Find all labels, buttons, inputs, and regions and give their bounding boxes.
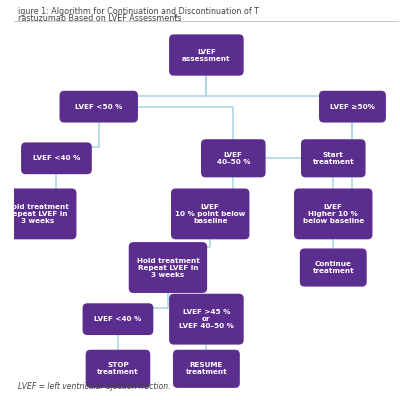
FancyBboxPatch shape: [294, 188, 372, 239]
FancyBboxPatch shape: [169, 34, 244, 76]
FancyBboxPatch shape: [201, 139, 266, 177]
Text: Start
treatment: Start treatment: [312, 152, 354, 165]
FancyBboxPatch shape: [82, 303, 153, 335]
Text: LVEF
10 % point below
baseline: LVEF 10 % point below baseline: [175, 204, 246, 224]
FancyBboxPatch shape: [173, 350, 240, 388]
Text: Hold treatment
Repeat LVEF in
3 weeks: Hold treatment Repeat LVEF in 3 weeks: [6, 204, 69, 224]
FancyBboxPatch shape: [171, 188, 250, 239]
Text: RESUME
treatment: RESUME treatment: [186, 362, 227, 375]
FancyBboxPatch shape: [129, 242, 207, 293]
Text: LVEF
assessment: LVEF assessment: [182, 48, 231, 62]
FancyBboxPatch shape: [169, 294, 244, 344]
Text: Hold treatment
Repeat LVEF in
3 weeks: Hold treatment Repeat LVEF in 3 weeks: [136, 258, 199, 278]
Text: LVEF = left ventricular ejection fraction.: LVEF = left ventricular ejection fractio…: [18, 382, 170, 392]
Text: LVEF <40 %: LVEF <40 %: [33, 155, 80, 161]
Text: LVEF
Higher 10 %
below baseline: LVEF Higher 10 % below baseline: [303, 204, 364, 224]
FancyBboxPatch shape: [319, 91, 386, 122]
Text: igure 1: Algorithm for Continuation and Discontinuation of T: igure 1: Algorithm for Continuation and …: [18, 7, 259, 16]
Text: LVEF ≥50%: LVEF ≥50%: [330, 104, 375, 110]
Text: LVEF <50 %: LVEF <50 %: [75, 104, 122, 110]
FancyBboxPatch shape: [60, 91, 138, 122]
FancyBboxPatch shape: [86, 350, 150, 388]
FancyBboxPatch shape: [21, 142, 92, 174]
FancyBboxPatch shape: [0, 188, 76, 239]
Text: LVEF
40–50 %: LVEF 40–50 %: [216, 152, 250, 165]
Text: 8: 8: [174, 14, 178, 20]
FancyBboxPatch shape: [301, 139, 366, 177]
Text: Continue
treatment: Continue treatment: [312, 261, 354, 274]
Text: LVEF <40 %: LVEF <40 %: [94, 316, 142, 322]
FancyBboxPatch shape: [300, 248, 367, 286]
Text: rastuzumab Based on LVEF Assessments: rastuzumab Based on LVEF Assessments: [18, 14, 182, 24]
Text: STOP
treatment: STOP treatment: [97, 362, 139, 375]
Text: LVEF >45 %
or
LVEF 40–50 %: LVEF >45 % or LVEF 40–50 %: [179, 309, 234, 329]
